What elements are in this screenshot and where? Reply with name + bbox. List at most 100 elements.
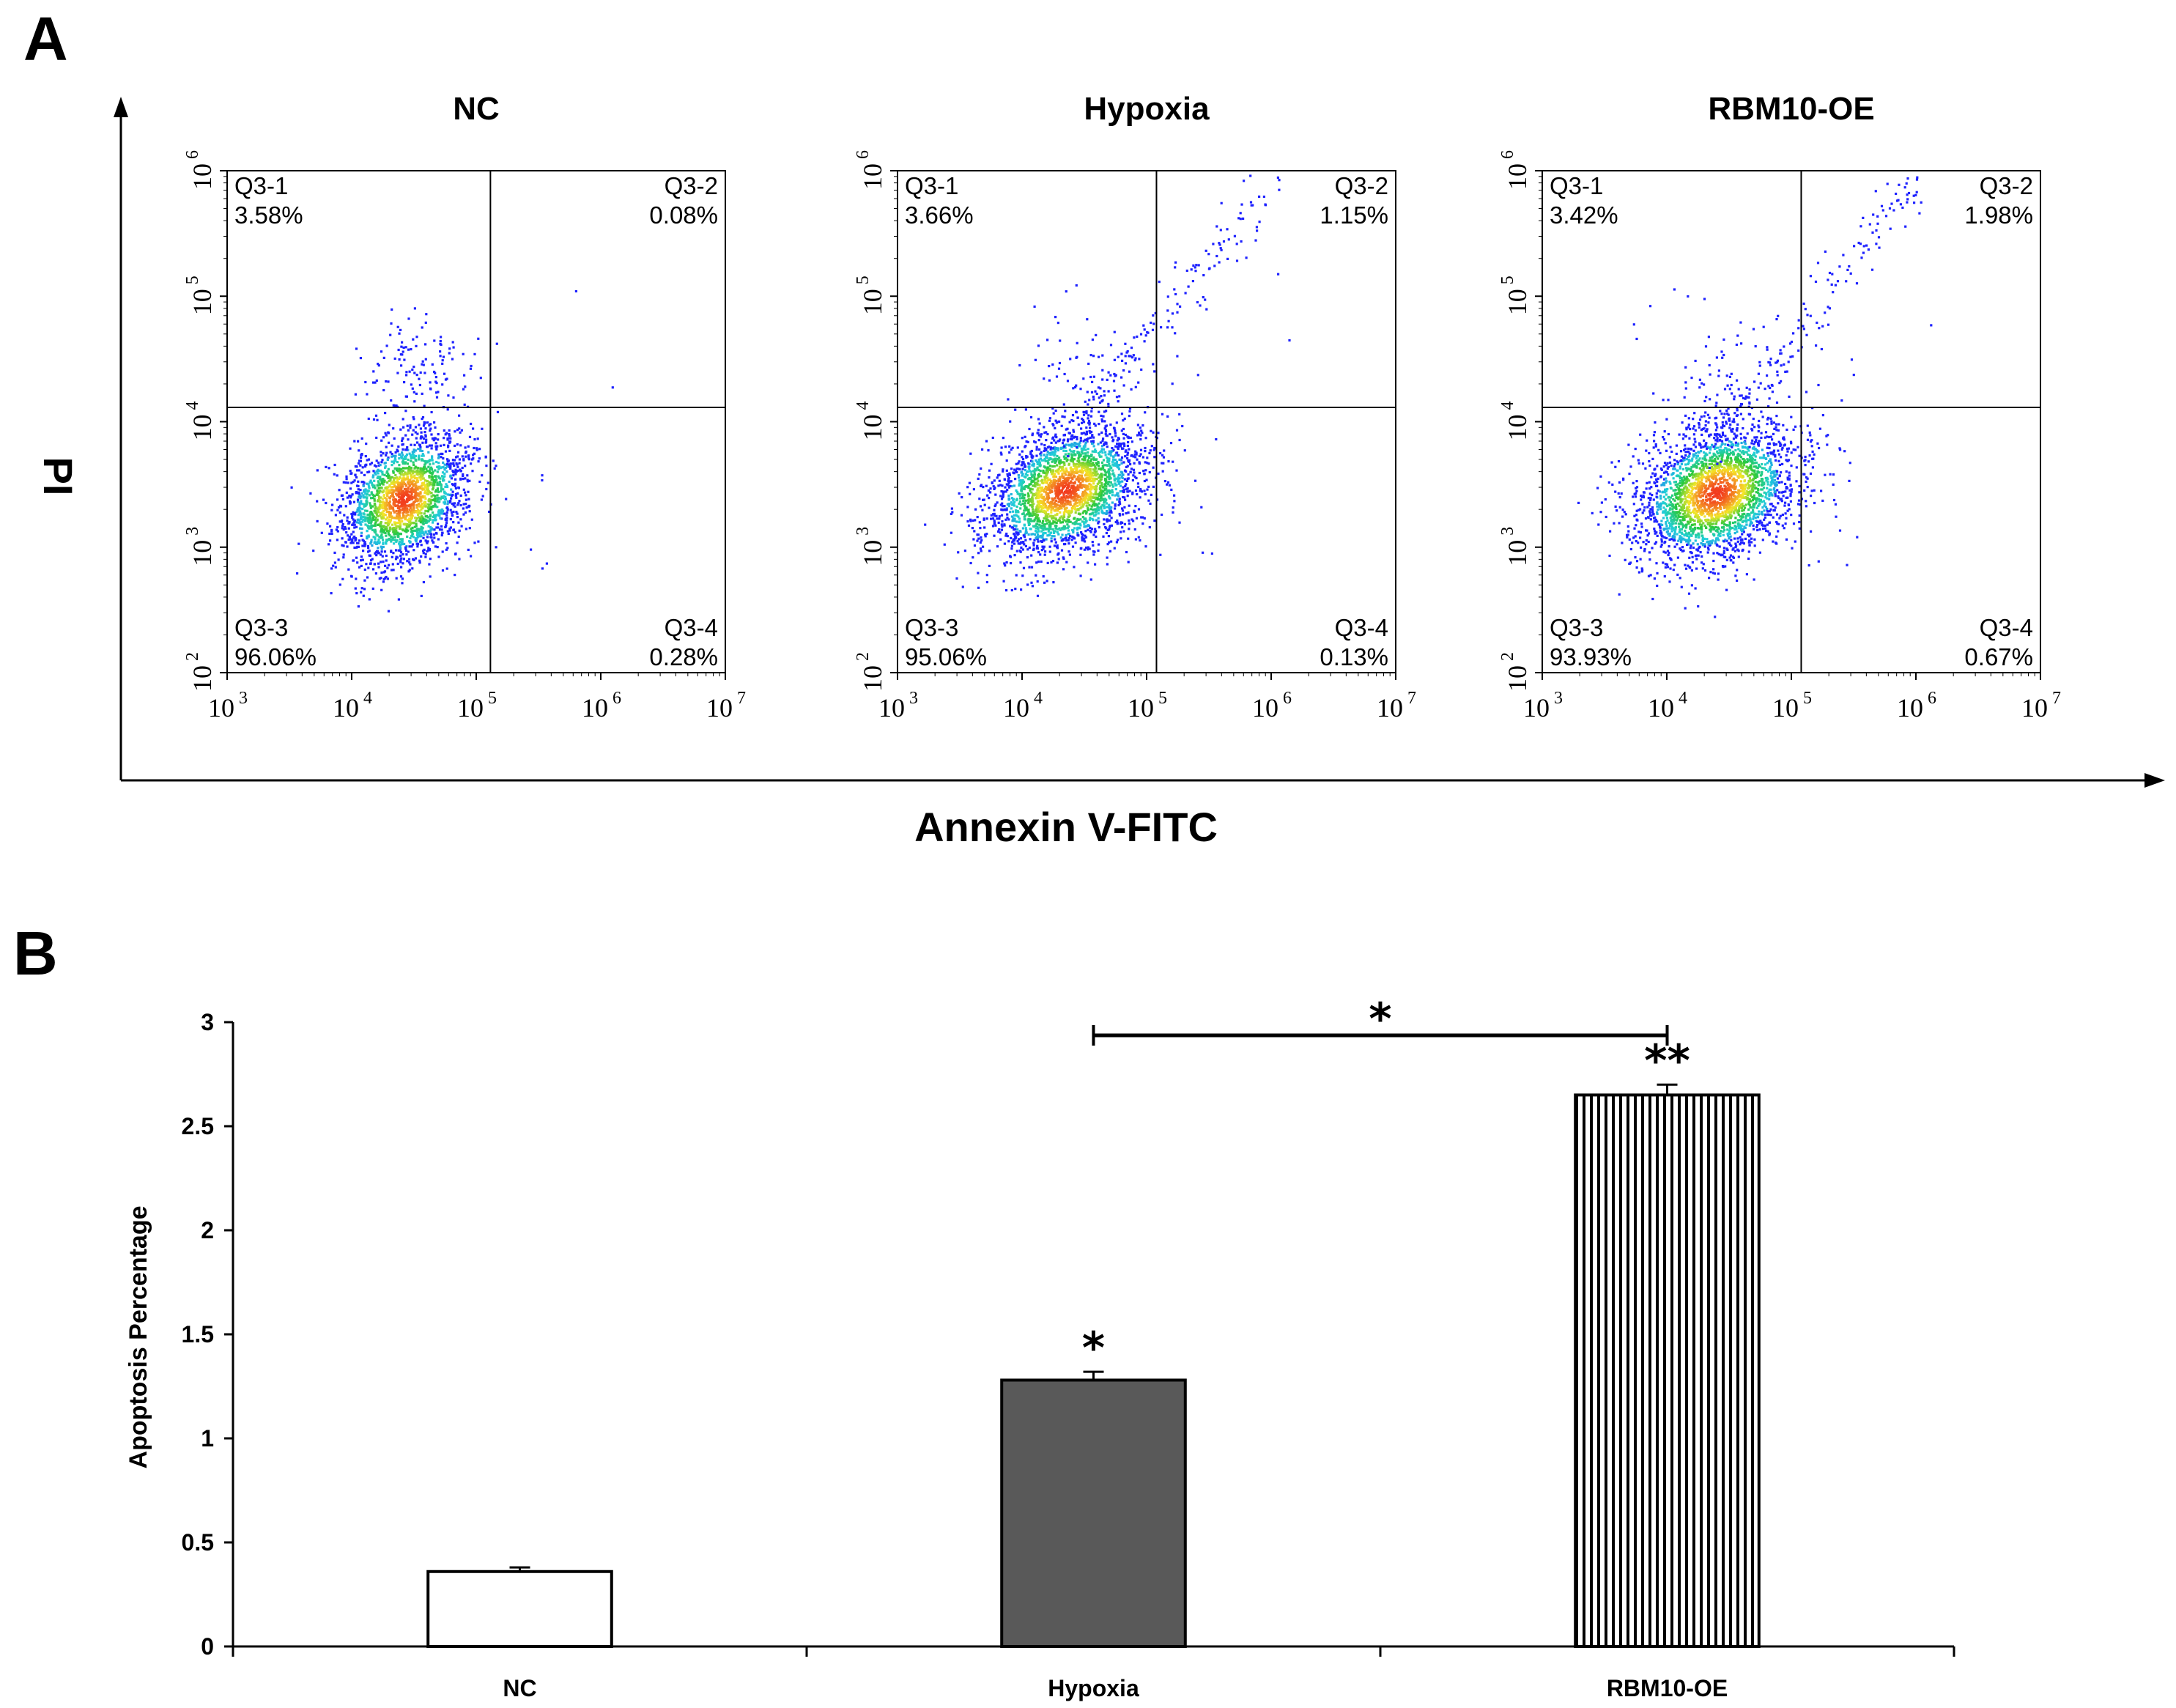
data-point (1080, 500, 1083, 503)
data-point (1103, 427, 1106, 430)
data-point (399, 328, 402, 331)
data-point (427, 530, 430, 533)
data-point (344, 505, 347, 508)
data-point (394, 459, 397, 462)
data-point (404, 503, 407, 506)
data-point (407, 429, 410, 432)
data-point (342, 553, 345, 556)
data-point (361, 503, 364, 506)
data-point (385, 541, 388, 544)
data-point (1072, 484, 1075, 487)
data-point (432, 498, 435, 501)
data-point (1019, 497, 1022, 500)
data-point (1083, 548, 1086, 551)
data-point (1084, 433, 1087, 436)
data-point (1053, 484, 1056, 487)
data-point (456, 492, 459, 495)
data-point (1122, 490, 1125, 494)
data-point (1031, 464, 1034, 467)
data-point (999, 531, 1002, 534)
data-point (375, 459, 378, 462)
data-point (423, 501, 426, 504)
data-point (1071, 414, 1075, 417)
data-point (350, 533, 353, 536)
data-point (1111, 447, 1114, 450)
data-point (1049, 453, 1052, 456)
data-point (401, 437, 404, 440)
data-point (432, 519, 434, 522)
data-point (380, 561, 382, 563)
data-point (1007, 505, 1010, 508)
data-point (1053, 483, 1056, 486)
data-point (372, 495, 375, 498)
data-point (1031, 460, 1034, 463)
data-point (363, 542, 366, 545)
data-point (1137, 485, 1140, 489)
data-point (414, 492, 417, 495)
data-point (401, 350, 404, 353)
data-point (1131, 491, 1134, 494)
data-point (391, 455, 393, 458)
data-point (1083, 498, 1086, 501)
data-point (1127, 561, 1130, 563)
data-point (358, 495, 360, 498)
data-point (412, 522, 415, 525)
data-point (477, 337, 480, 340)
data-point (1078, 486, 1081, 489)
data-point (396, 450, 399, 453)
data-point (1011, 446, 1014, 449)
data-point (385, 498, 388, 500)
data-point (1115, 460, 1118, 463)
data-point (1026, 470, 1029, 473)
data-point (1040, 479, 1043, 482)
data-point (420, 495, 423, 498)
data-point (436, 445, 439, 448)
data-point (1051, 506, 1054, 509)
data-point (424, 539, 427, 542)
data-point (430, 468, 434, 471)
data-point (1181, 424, 1184, 428)
data-point (1088, 518, 1091, 522)
data-point (1059, 536, 1062, 539)
data-point (1002, 468, 1004, 471)
data-point (372, 524, 375, 527)
data-point (1003, 542, 1006, 545)
data-point (1089, 436, 1092, 439)
data-point (1056, 421, 1059, 424)
data-point (1007, 480, 1010, 483)
data-point (374, 503, 377, 506)
data-point (1048, 417, 1051, 420)
data-point (1076, 495, 1078, 498)
data-point (375, 513, 379, 516)
data-point (370, 492, 373, 495)
data-point (1055, 487, 1058, 490)
data-point (358, 527, 362, 530)
data-point (1138, 431, 1141, 435)
data-point (1014, 408, 1017, 411)
data-point (1087, 524, 1091, 528)
data-point (406, 560, 409, 563)
data-point (1068, 448, 1071, 451)
data-point (370, 541, 373, 544)
data-point (396, 371, 399, 374)
data-point (1000, 453, 1003, 456)
data-point (453, 464, 456, 467)
data-point (390, 322, 393, 325)
data-point (1027, 511, 1031, 514)
data-point (1036, 544, 1039, 547)
data-point (451, 511, 454, 514)
data-point (1032, 547, 1035, 550)
data-point (1108, 514, 1111, 517)
data-point (433, 438, 436, 441)
data-point (290, 486, 293, 489)
data-point (414, 488, 417, 491)
data-point (1062, 455, 1065, 458)
quadrant-percentage: 0.08% (649, 202, 718, 229)
data-point (408, 370, 411, 373)
data-point (1041, 522, 1044, 525)
data-point (370, 539, 373, 541)
data-point (401, 440, 404, 443)
data-point (445, 470, 448, 473)
data-point (374, 518, 377, 521)
data-point (374, 507, 377, 510)
